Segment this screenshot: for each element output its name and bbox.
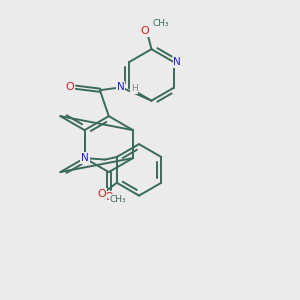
Text: N: N	[173, 57, 181, 67]
Text: CH₃: CH₃	[153, 20, 169, 28]
Text: N: N	[117, 82, 124, 92]
Text: O: O	[140, 26, 149, 36]
Text: H: H	[131, 84, 138, 93]
Text: O: O	[65, 82, 74, 92]
Text: CH₃: CH₃	[110, 195, 127, 204]
Text: O: O	[104, 192, 113, 202]
Text: N: N	[81, 153, 89, 163]
Text: O: O	[98, 189, 106, 199]
